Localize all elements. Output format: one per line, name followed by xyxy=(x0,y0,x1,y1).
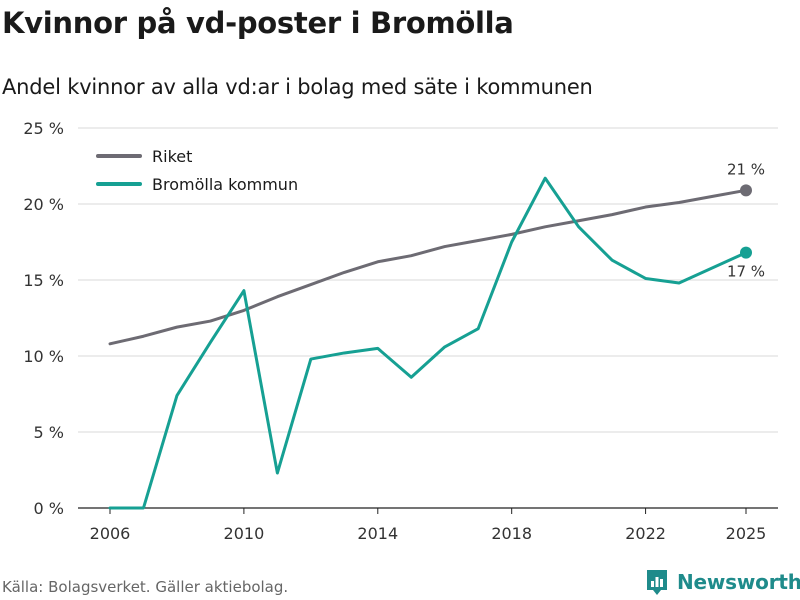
x-tick-label: 2022 xyxy=(625,524,666,543)
end-point-0 xyxy=(740,184,752,197)
end-point-1 xyxy=(740,246,752,259)
chart-subtitle: Andel kvinnor av alla vd:ar i bolag med … xyxy=(2,75,593,99)
y-tick-label: 5 % xyxy=(34,423,64,442)
series-line-0 xyxy=(108,188,748,346)
x-tick-label: 2018 xyxy=(491,524,532,543)
series-line-1 xyxy=(108,176,748,510)
y-tick-label: 0 % xyxy=(34,499,64,518)
chart-title: Kvinnor på vd-poster i Bromölla xyxy=(2,6,514,40)
y-tick-label: 25 % xyxy=(23,119,64,138)
legend-label-1: Bromölla kommun xyxy=(152,175,298,194)
y-tick-label: 10 % xyxy=(23,347,64,366)
x-tick-label: 2006 xyxy=(90,524,131,543)
brand: Newsworthy xyxy=(645,568,800,596)
x-tick-label: 2010 xyxy=(224,524,265,543)
x-tick-label: 2014 xyxy=(357,524,398,543)
legend-label-0: Riket xyxy=(152,147,192,166)
y-tick-label: 15 % xyxy=(23,271,64,290)
source-note: Källa: Bolagsverket. Gäller aktiebolag. xyxy=(2,578,289,596)
y-tick-label: 20 % xyxy=(23,195,64,214)
end-label-0: 21 % xyxy=(727,160,765,178)
end-label-1: 17 % xyxy=(727,263,765,281)
x-tick-label: 2025 xyxy=(726,524,767,543)
brand-name: Newsworthy xyxy=(677,570,800,594)
newsworthy-logo-icon xyxy=(647,570,667,595)
